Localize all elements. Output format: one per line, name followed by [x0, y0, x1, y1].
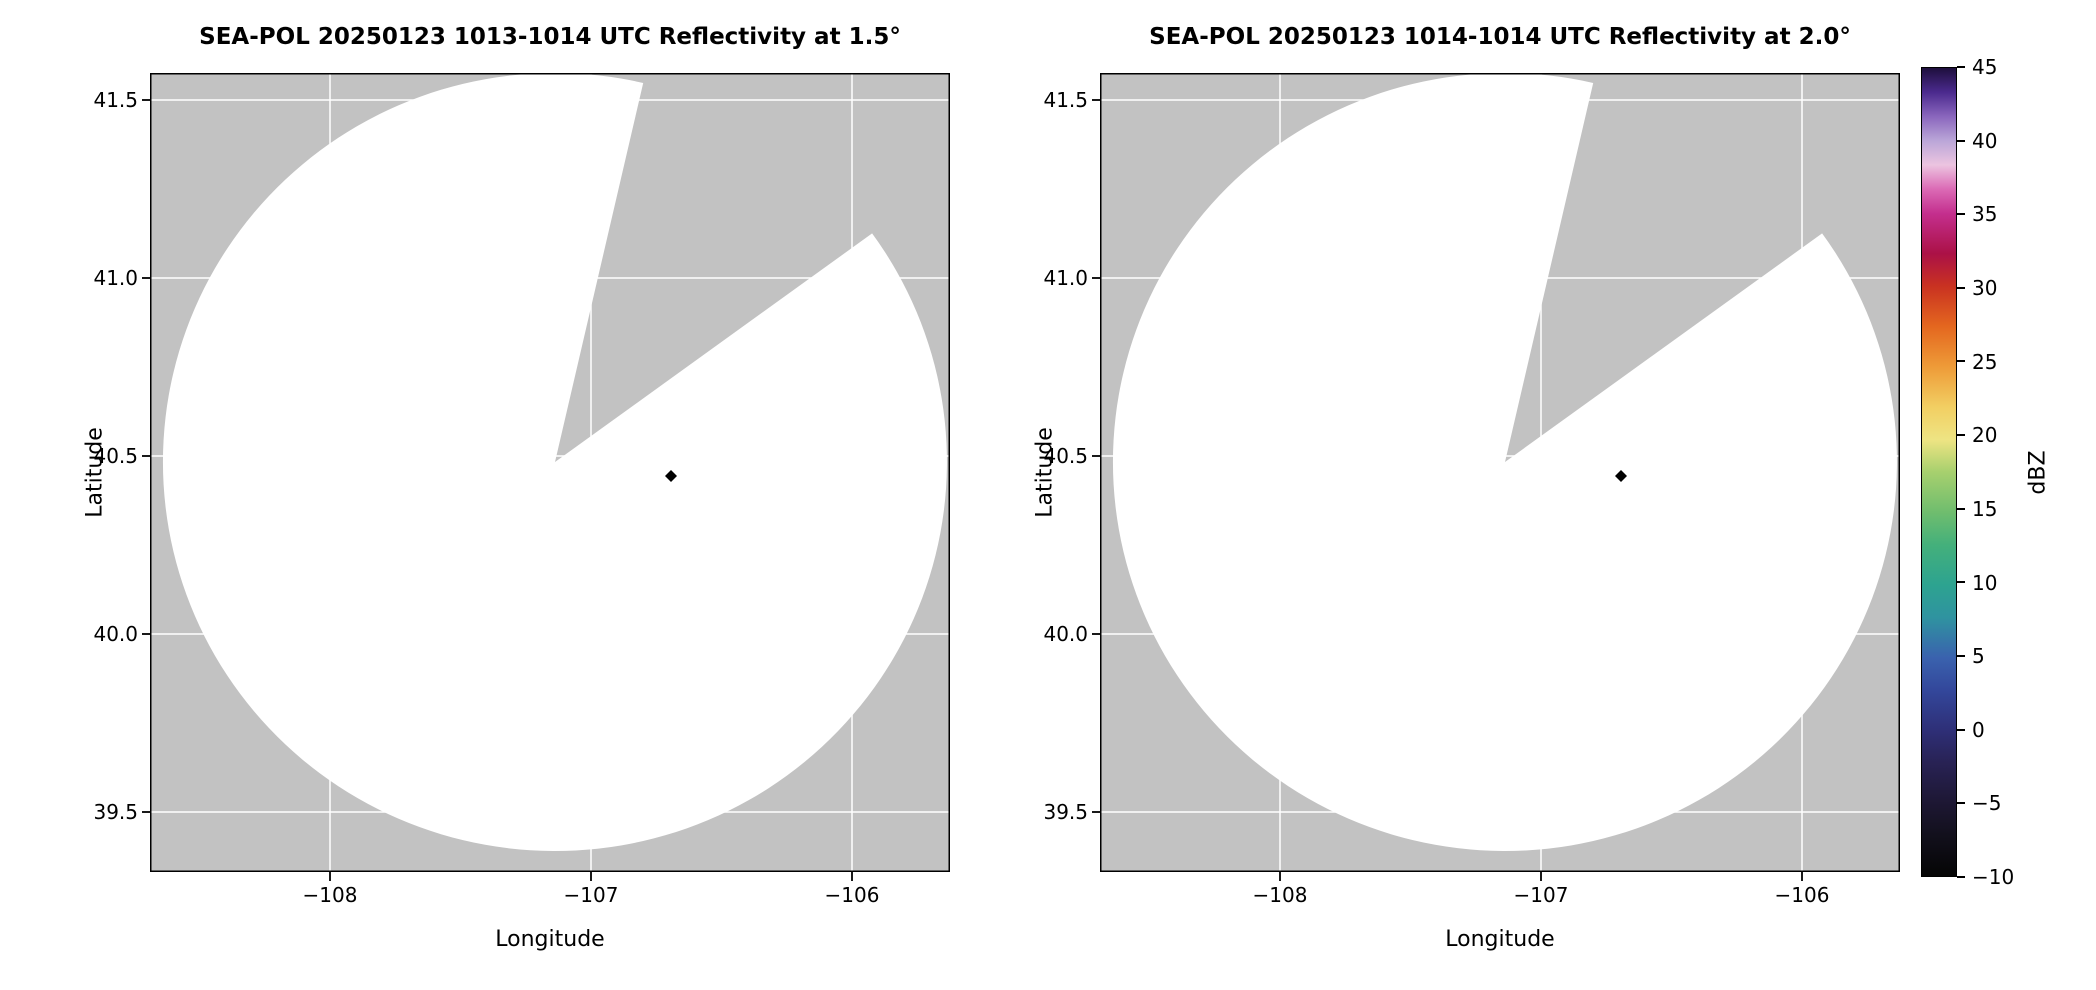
x-tick-label: −107 [563, 883, 619, 907]
colorbar-tick-label: −5 [1972, 791, 2002, 815]
colorbar-tick-mark [1957, 876, 1965, 878]
colorbar-tick-mark [1957, 140, 1965, 142]
colorbar-tick-mark [1957, 802, 1965, 804]
panel-1-plot [142, 73, 950, 881]
axis-tick-marks [142, 99, 853, 881]
x-tick-label: −107 [1513, 883, 1569, 907]
plot-border [1100, 73, 1900, 872]
y-tick-label: 41.5 [93, 88, 138, 112]
colorbar-tick-label: 35 [1972, 202, 1998, 226]
panel-2-plot [1092, 73, 1900, 881]
y-axis-label: Latitude [1032, 427, 1058, 518]
plot-border [150, 73, 950, 872]
colorbar-tick-mark [1957, 360, 1965, 362]
radar-coverage-area [162, 73, 947, 852]
colorbar-tick-label: −10 [1972, 865, 2015, 889]
colorbar-axis-label: dBZ [2025, 450, 2051, 495]
colorbar-tick-label: 40 [1972, 129, 1998, 153]
colorbar-tick-label: 15 [1972, 497, 1998, 521]
panel-2-title: SEA-POL 20250123 1014-1014 UTC Reflectiv… [1149, 24, 1851, 50]
colorbar-tick-label: 0 [1972, 718, 1985, 742]
colorbar-tick-label: 45 [1972, 55, 1998, 79]
x-axis-label: Longitude [495, 927, 605, 952]
colorbar-tick-mark [1957, 287, 1965, 289]
x-tick-label: −108 [302, 883, 358, 907]
colorbar-tick-mark [1957, 66, 1965, 68]
radar-echo-dot [1615, 470, 1627, 482]
y-tick-label: 41.0 [93, 266, 138, 290]
x-axis-label: Longitude [1445, 927, 1555, 952]
x-tick-label: −106 [1774, 883, 1830, 907]
colorbar-tick-label: 10 [1972, 571, 1998, 595]
y-tick-label: 40.5 [1043, 444, 1088, 468]
y-tick-label: 39.5 [93, 800, 138, 824]
colorbar-tick-mark [1957, 508, 1965, 510]
y-tick-label: 40.5 [93, 444, 138, 468]
y-axis-label: Latitude [82, 427, 108, 518]
colorbar-gradient [1921, 67, 1957, 877]
colorbar-tick-mark [1957, 213, 1965, 215]
x-tick-label: −108 [1252, 883, 1308, 907]
colorbar-tick-label: 30 [1972, 276, 1998, 300]
colorbar-tick-mark [1957, 729, 1965, 731]
colorbar-tick-mark [1957, 581, 1965, 583]
panel-1-title: SEA-POL 20250123 1013-1014 UTC Reflectiv… [199, 24, 901, 50]
y-tick-label: 40.0 [1043, 622, 1088, 646]
x-tick-label: −106 [824, 883, 880, 907]
radar-coverage-area [1112, 73, 1897, 852]
axis-tick-marks [1092, 99, 1803, 881]
y-tick-label: 41.0 [1043, 266, 1088, 290]
colorbar-tick-label: 25 [1972, 350, 1998, 374]
colorbar-tick-label: 5 [1972, 644, 1985, 668]
y-tick-label: 39.5 [1043, 800, 1088, 824]
colorbar-tick-mark [1957, 655, 1965, 657]
radar-echo-dot [665, 470, 677, 482]
colorbar-tick-label: 20 [1972, 423, 1998, 447]
colorbar-tick-mark [1957, 434, 1965, 436]
y-tick-label: 40.0 [93, 622, 138, 646]
y-tick-label: 41.5 [1043, 88, 1088, 112]
